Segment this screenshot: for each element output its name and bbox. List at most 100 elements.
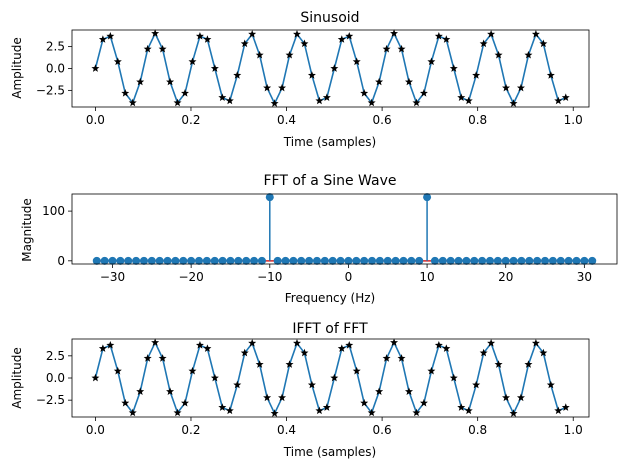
fft-stem-marker — [517, 256, 526, 265]
fft-stem-marker — [289, 256, 298, 265]
sinusoid-xtick-label: 0.6 — [373, 113, 392, 127]
ifft-sample-point — [158, 354, 167, 362]
sinusoid-sample-point — [121, 89, 130, 97]
fft-stem-marker — [297, 256, 306, 265]
sinusoid-sample-point — [494, 50, 503, 59]
fft-xtick-label: 20 — [498, 270, 513, 284]
sinusoid-axes-frame — [71, 29, 590, 108]
ifft-sample-point — [98, 344, 107, 352]
fft-stem-marker — [493, 256, 502, 265]
fft-stem-marker — [139, 256, 148, 265]
ifft-sample-point — [516, 393, 525, 402]
fft-stem-marker — [312, 256, 321, 265]
fft-stem-marker — [588, 256, 597, 265]
fft-ytick-label: 100 — [42, 204, 65, 218]
ifft-xtick-label: 0.0 — [86, 423, 105, 437]
fft-stem-marker — [179, 256, 188, 265]
fft-axes-frame — [71, 193, 618, 265]
sinusoid-sample-point — [404, 77, 413, 86]
fft-xtick-label: 10 — [419, 270, 434, 284]
ifft-sample-point — [143, 354, 152, 362]
sinusoid-sample-point — [464, 96, 473, 105]
sinusoid-sample-point — [516, 83, 525, 92]
sinusoid-sample-point — [487, 29, 496, 38]
fft-stem-marker — [320, 256, 329, 265]
fft-panel: FFT of a Sine Wave Frequency (Hz) Magnit… — [20, 173, 618, 305]
fft-stem-marker — [171, 256, 180, 265]
sinusoid-sample-point — [502, 83, 511, 92]
fft-ticks: −30 −20 −10 0 10 20 30 100 0 — [42, 204, 592, 284]
sinusoid-sample-point — [390, 29, 399, 37]
ifft-sample-point — [278, 393, 287, 402]
fft-stem-marker — [226, 256, 235, 265]
fft-stem-marker — [470, 256, 479, 265]
ifft-sample-point — [195, 341, 204, 349]
ifft-sample-point — [248, 339, 257, 347]
ifft-sample-point — [113, 366, 122, 375]
sinusoid-xtick-label: 0.0 — [86, 113, 105, 127]
sinusoid-sample-point — [263, 83, 272, 92]
ifft-ytick-label: 2.5 — [46, 349, 65, 363]
fft-xtick-label: −30 — [100, 270, 125, 284]
fft-stem-marker — [352, 256, 361, 265]
sinusoid-sample-point — [539, 39, 548, 48]
sinusoid-panel: Sinusoid Time (samples) Amplitude 0.0 0.2… — [10, 10, 590, 149]
sinusoid-sample-point — [352, 57, 361, 66]
sinusoid-sample-point — [255, 50, 264, 59]
fft-stem-marker — [478, 256, 487, 265]
sinusoid-sample-point — [293, 29, 301, 38]
sinusoid-xtick-label: 0.4 — [277, 113, 296, 127]
ifft-xtick-label: 0.2 — [181, 423, 200, 437]
sinusoid-sample-point — [225, 96, 234, 105]
fft-stem-marker — [234, 256, 243, 265]
sinusoid-sample-point — [561, 93, 570, 101]
fft-marks — [92, 193, 597, 265]
ifft-sample-point — [434, 341, 443, 349]
sinusoid-sample-point — [218, 93, 227, 101]
ifft-sample-point — [322, 403, 331, 411]
fft-stem-marker — [438, 256, 447, 265]
ifft-xtick-label: 0.8 — [468, 423, 487, 437]
fft-stem-marker — [501, 256, 510, 265]
ifft-xtick-label: 0.4 — [277, 423, 296, 437]
sinusoid-sample-point — [233, 71, 242, 79]
ifft-sample-point — [345, 341, 354, 349]
fft-stem-marker — [242, 256, 251, 265]
sinusoid-sample-point — [158, 44, 167, 53]
ifft-sample-point — [293, 339, 301, 347]
fft-stem-marker — [155, 256, 164, 265]
sinusoid-sample-point — [98, 35, 107, 43]
ifft-sample-point — [315, 406, 324, 415]
ifft-sample-point — [285, 360, 294, 368]
sinusoid-sample-point — [442, 35, 451, 43]
sinusoid-sample-point — [143, 44, 152, 53]
ifft-sample-point — [427, 366, 436, 375]
ifft-sample-point — [337, 344, 346, 352]
fft-stem-marker — [195, 256, 204, 265]
fft-stem-marker — [391, 256, 400, 265]
fft-stem-marker — [100, 256, 109, 265]
sinusoid-sample-point — [382, 44, 391, 53]
ifft-sample-point — [203, 344, 212, 352]
ifft-sample-point — [375, 387, 384, 395]
fft-stem-marker — [281, 256, 290, 265]
fft-stem-marker — [265, 193, 274, 202]
sinusoid-sample-point — [210, 64, 219, 72]
fft-stem-marker — [548, 256, 557, 265]
ifft-sample-point — [218, 403, 227, 411]
ifft-sample-point — [225, 406, 234, 415]
sinusoid-sample-point — [248, 29, 257, 38]
sinusoid-sample-point — [188, 57, 197, 66]
fft-stem-marker — [383, 256, 392, 265]
ifft-sample-point — [457, 403, 466, 411]
sinusoid-xtick-label: 1.0 — [564, 113, 583, 127]
sinusoid-sample-point — [360, 89, 369, 97]
ifft-sample-point — [502, 393, 511, 402]
sinusoid-sample-point — [479, 39, 488, 48]
sinusoid-xlabel: Time (samples) — [283, 135, 376, 149]
sinusoid-sample-point — [113, 57, 122, 66]
fft-stem-marker — [108, 256, 117, 265]
fft-stem-marker — [454, 256, 463, 265]
ifft-sample-point — [352, 366, 361, 375]
sinusoid-xtick-label: 0.2 — [181, 113, 200, 127]
